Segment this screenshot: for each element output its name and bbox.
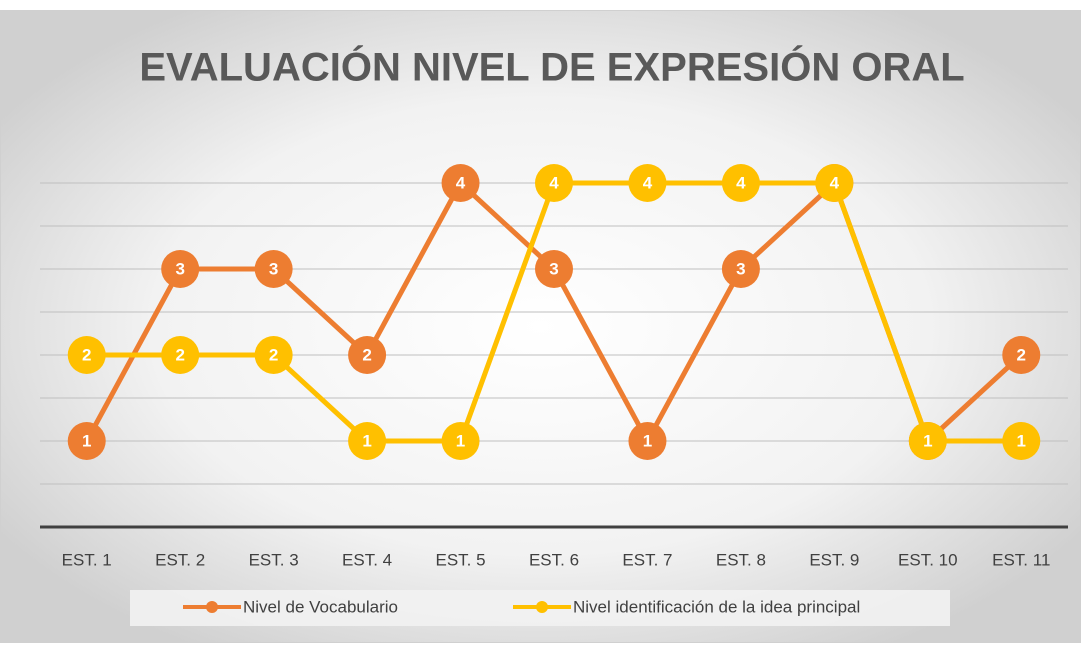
data-point <box>1002 422 1041 460</box>
data-label: 2 <box>175 345 184 364</box>
data-point <box>348 336 387 374</box>
data-point <box>161 250 200 288</box>
data-label: 3 <box>736 259 745 278</box>
data-label: 1 <box>1017 431 1026 450</box>
data-point <box>348 422 387 460</box>
data-point <box>908 422 947 460</box>
x-tick-label: EST. 4 <box>342 550 392 569</box>
data-label: 1 <box>456 431 465 450</box>
legend-marker <box>536 601 548 613</box>
data-label: 3 <box>549 259 558 278</box>
chart-background <box>0 10 1081 643</box>
x-tick-label: EST. 7 <box>622 550 672 569</box>
x-tick-label: EST. 9 <box>809 550 859 569</box>
data-label: 1 <box>82 431 91 450</box>
x-tick-label: EST. 8 <box>716 550 766 569</box>
data-label: 3 <box>175 259 184 278</box>
x-tick-label: EST. 6 <box>529 550 579 569</box>
data-point <box>1002 336 1041 374</box>
data-point <box>628 164 667 202</box>
data-label: 1 <box>923 431 932 450</box>
data-point <box>67 336 106 374</box>
data-point <box>67 422 106 460</box>
data-label: 1 <box>362 431 371 450</box>
x-tick-label: EST. 2 <box>155 550 205 569</box>
data-label: 4 <box>643 173 653 192</box>
data-point <box>628 422 667 460</box>
data-label: 1 <box>643 431 652 450</box>
legend-label: Nivel identificación de la idea principa… <box>573 597 860 616</box>
data-point <box>254 336 293 374</box>
x-tick-label: EST. 11 <box>992 550 1050 569</box>
data-label: 2 <box>1017 345 1026 364</box>
data-point <box>721 250 760 288</box>
chart-title: EVALUACIÓN NIVEL DE EXPRESIÓN ORAL <box>139 44 964 90</box>
data-label: 4 <box>549 173 559 192</box>
data-label: 4 <box>456 173 466 192</box>
legend-label: Nivel de Vocabulario <box>243 597 398 616</box>
data-point <box>721 164 760 202</box>
data-label: 2 <box>362 345 371 364</box>
data-point <box>441 422 480 460</box>
x-tick-label: EST. 1 <box>62 550 112 569</box>
data-point <box>254 250 293 288</box>
data-label: 2 <box>82 345 91 364</box>
data-point <box>815 164 854 202</box>
data-label: 2 <box>269 345 278 364</box>
data-point <box>535 164 573 202</box>
data-label: 4 <box>736 173 746 192</box>
data-point <box>535 250 573 288</box>
data-point <box>161 336 200 374</box>
data-point <box>441 164 480 202</box>
legend-marker <box>206 601 218 613</box>
data-label: 4 <box>830 173 840 192</box>
data-label: 3 <box>269 259 278 278</box>
x-tick-label: EST. 10 <box>898 550 958 569</box>
x-tick-label: EST. 3 <box>249 550 299 569</box>
x-tick-label: EST. 5 <box>435 550 485 569</box>
